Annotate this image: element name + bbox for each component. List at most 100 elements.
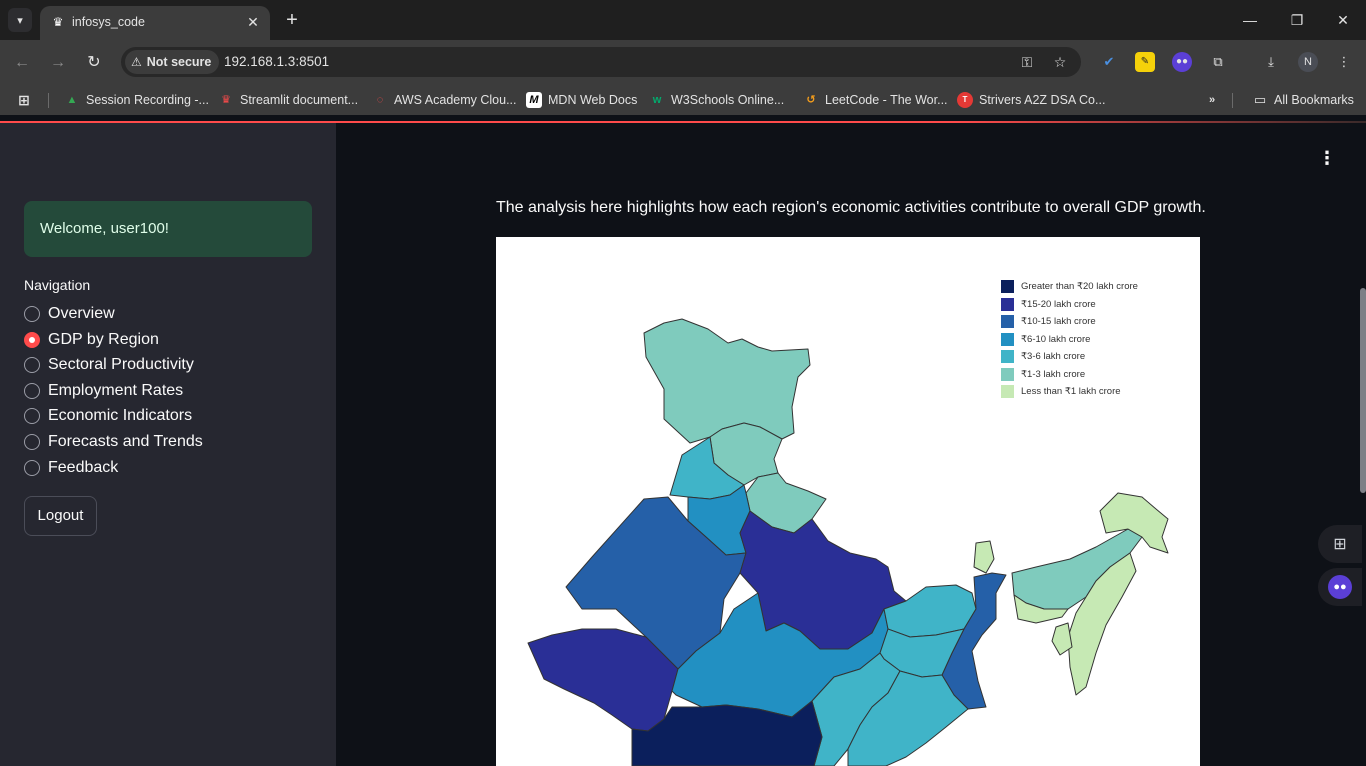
bookmark-strivers[interactable]: T Strivers A2Z DSA Co... xyxy=(957,91,1105,109)
bookmark-session-recording[interactable]: ▲ Session Recording -... xyxy=(64,91,209,109)
warning-triangle-icon: ⚠ xyxy=(131,55,142,69)
nav-label: Economic Indicators xyxy=(48,407,193,424)
radio-button-selected[interactable] xyxy=(24,332,40,348)
close-window-icon[interactable]: ✕ xyxy=(1337,12,1349,28)
forward-arrow-icon[interactable]: → xyxy=(50,54,66,71)
profile-avatar[interactable]: N xyxy=(1298,52,1318,72)
radio-button[interactable] xyxy=(24,357,40,373)
radio-button[interactable] xyxy=(24,460,40,476)
bookmark-mdn[interactable]: M MDN Web Docs xyxy=(526,91,637,109)
close-tab-icon[interactable]: ✕ xyxy=(247,14,259,30)
apps-grid-icon[interactable]: ⊞ xyxy=(18,92,30,108)
password-key-icon[interactable]: ⚿ xyxy=(1021,54,1033,70)
drive-icon: ▲ xyxy=(66,94,78,106)
w3schools-icon: w xyxy=(652,94,662,106)
streamlit-icon: ♛ xyxy=(221,94,231,106)
legend-swatch xyxy=(1001,280,1014,294)
map-region-rajasthan xyxy=(565,496,747,670)
legend-swatch xyxy=(1001,315,1014,329)
nav-radio-forecasts-and-trends[interactable]: Forecasts and Trends xyxy=(24,431,203,453)
main-content: ⋮ The analysis here highlights how each … xyxy=(336,123,1366,766)
browser-tab[interactable]: ♛ infosys_code ✕ xyxy=(40,6,270,40)
bookmark-w3schools[interactable]: w W3Schools Online... xyxy=(649,91,785,109)
all-bookmarks-folder[interactable]: ▭ All Bookmarks xyxy=(1252,91,1354,109)
bookmark-aws-academy[interactable]: ◌ AWS Academy Clou... xyxy=(372,91,517,109)
page-description: The analysis here highlights how each re… xyxy=(496,199,1206,216)
bookmark-label: LeetCode - The Wor... xyxy=(825,93,948,107)
new-tab-button[interactable]: + xyxy=(286,9,298,31)
browser-tab-bar: ▾ ♛ infosys_code ✕ + — ❐ ✕ xyxy=(0,0,1366,40)
nav-radio-employment-rates[interactable]: Employment Rates xyxy=(24,380,183,402)
map-region-sikkim xyxy=(973,540,995,574)
map-region-tripura xyxy=(1051,622,1073,656)
map-region-arunachal xyxy=(1099,492,1169,554)
radio-button[interactable] xyxy=(24,408,40,424)
legend-label: ₹1-3 lakh crore xyxy=(1021,368,1086,380)
nav-label: Feedback xyxy=(48,459,119,476)
bot-extension-icon[interactable]: ●● xyxy=(1172,52,1192,72)
all-bookmarks-label: All Bookmarks xyxy=(1274,93,1354,107)
bookmarks-divider xyxy=(48,93,49,108)
nav-radio-overview[interactable]: Overview xyxy=(24,303,115,325)
mdn-icon: M xyxy=(526,92,542,108)
pencil-extension-icon[interactable]: ✎ xyxy=(1135,52,1155,72)
floating-apps-grid-icon[interactable]: ⊞ xyxy=(1318,525,1362,563)
bookmark-leetcode[interactable]: ↺ LeetCode - The Wor... xyxy=(803,91,948,109)
legend-swatch xyxy=(1001,367,1014,381)
map-region-odisha xyxy=(847,670,969,766)
map-region-maharashtra xyxy=(631,700,823,766)
security-chip[interactable]: ⚠ Not secure xyxy=(125,50,220,74)
address-bar[interactable]: ⚠ Not secure 192.168.1.3:8501 ⚿ ☆ xyxy=(121,47,1081,77)
streamlit-header-decoration xyxy=(0,115,1366,123)
bookmark-star-icon[interactable]: ☆ xyxy=(1053,54,1067,70)
checkmark-extension-icon[interactable]: ✔ xyxy=(1103,54,1115,69)
india-choropleth-map xyxy=(527,318,1169,766)
nav-label: Employment Rates xyxy=(48,382,184,399)
radio-button[interactable] xyxy=(24,306,40,322)
navigation-heading: Navigation xyxy=(24,277,91,293)
security-label: Not secure xyxy=(146,55,212,69)
reload-icon[interactable]: ↻ xyxy=(87,54,101,71)
tab-search-chevron-icon[interactable]: ▾ xyxy=(8,8,32,32)
download-icon[interactable]: ⤓ xyxy=(1268,54,1274,69)
gdp-region-map-image: Greater than ₹20 lakh crore ₹15-20 lakh … xyxy=(496,237,1200,766)
nav-label: Sectoral Productivity xyxy=(48,356,194,373)
bookmark-streamlit-docs[interactable]: ♛ Streamlit document... xyxy=(218,91,358,109)
nav-label: Overview xyxy=(48,305,115,322)
bookmark-label: Streamlit document... xyxy=(240,93,359,107)
map-region-meghalaya xyxy=(1013,594,1069,624)
radio-button[interactable] xyxy=(24,383,40,399)
legend-swatch xyxy=(1001,297,1014,311)
floating-assistant-button[interactable]: ●● xyxy=(1318,568,1362,606)
nav-radio-economic-indicators[interactable]: Economic Indicators xyxy=(24,405,192,427)
nav-label: GDP by Region xyxy=(48,331,159,348)
legend-swatch xyxy=(1001,332,1014,346)
more-bookmarks-chevron-icon[interactable]: » xyxy=(1208,94,1216,106)
folder-icon: ▭ xyxy=(1253,92,1267,107)
legend-label: ₹6-10 lakh crore xyxy=(1021,333,1091,345)
extensions-puzzle-icon[interactable]: ⧉ xyxy=(1213,54,1223,69)
logout-button[interactable]: Logout xyxy=(24,496,97,536)
nav-radio-feedback[interactable]: Feedback xyxy=(24,457,118,479)
app-menu-icon[interactable]: ⋮ xyxy=(1318,148,1336,168)
sidebar: Welcome, user100! Navigation Overview GD… xyxy=(0,123,336,766)
minimize-icon[interactable]: — xyxy=(1243,12,1257,28)
legend-label: ₹10-15 lakh crore xyxy=(1021,316,1096,328)
nav-radio-sectoral-productivity[interactable]: Sectoral Productivity xyxy=(24,354,194,376)
browser-menu-icon[interactable]: ⋮ xyxy=(1337,54,1351,69)
restore-icon[interactable]: ❐ xyxy=(1290,12,1304,28)
browser-toolbar: ← → ↻ ⚠ Not secure 192.168.1.3:8501 ⚿ ☆ … xyxy=(0,40,1366,85)
legend-swatch xyxy=(1001,350,1014,364)
welcome-message: Welcome, user100! xyxy=(24,201,312,257)
page-scrollbar[interactable] xyxy=(1360,288,1366,493)
map-region-north xyxy=(643,318,811,444)
tab-title: infosys_code xyxy=(72,15,145,29)
legend-item: ₹10-15 lakh crore xyxy=(1001,313,1138,331)
legend-item: Greater than ₹20 lakh crore xyxy=(1001,278,1138,296)
nav-radio-gdp-by-region[interactable]: GDP by Region xyxy=(24,329,159,351)
legend-label: ₹3-6 lakh crore xyxy=(1021,351,1086,363)
radio-button[interactable] xyxy=(24,434,40,450)
back-arrow-icon[interactable]: ← xyxy=(14,54,30,71)
legend-label: Greater than ₹20 lakh crore xyxy=(1021,281,1138,293)
url-text[interactable]: 192.168.1.3:8501 xyxy=(224,54,330,69)
